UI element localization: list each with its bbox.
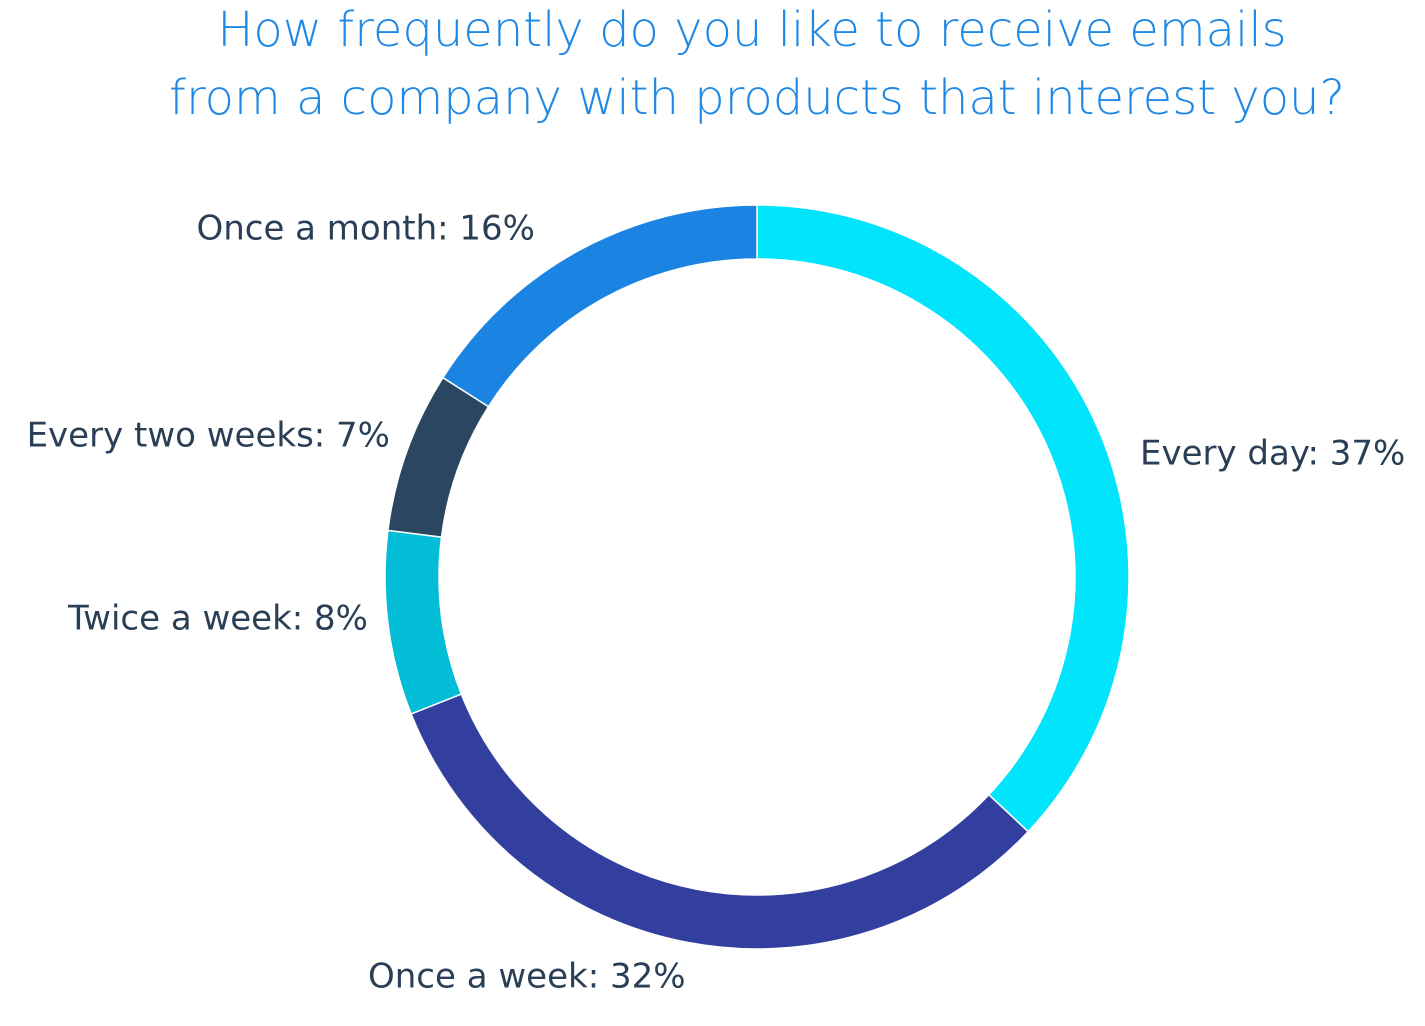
chart-title: from a company with products that intere…: [169, 70, 1345, 126]
data-label: Once a week: 32%: [368, 957, 686, 997]
donut-segment: [756, 204, 1130, 833]
donut-segment: [410, 693, 1030, 950]
donut-segment: [441, 204, 758, 408]
donut-segment: [387, 376, 490, 538]
data-label: Once a month: 16%: [196, 209, 535, 249]
data-label: Every day: 37%: [1140, 434, 1405, 474]
data-label: Twice a week: 8%: [67, 599, 368, 639]
donut-segment: [384, 529, 463, 715]
chart-title: How frequently do you like to receive em…: [217, 2, 1286, 58]
data-label: Every two weeks: 7%: [27, 416, 390, 456]
